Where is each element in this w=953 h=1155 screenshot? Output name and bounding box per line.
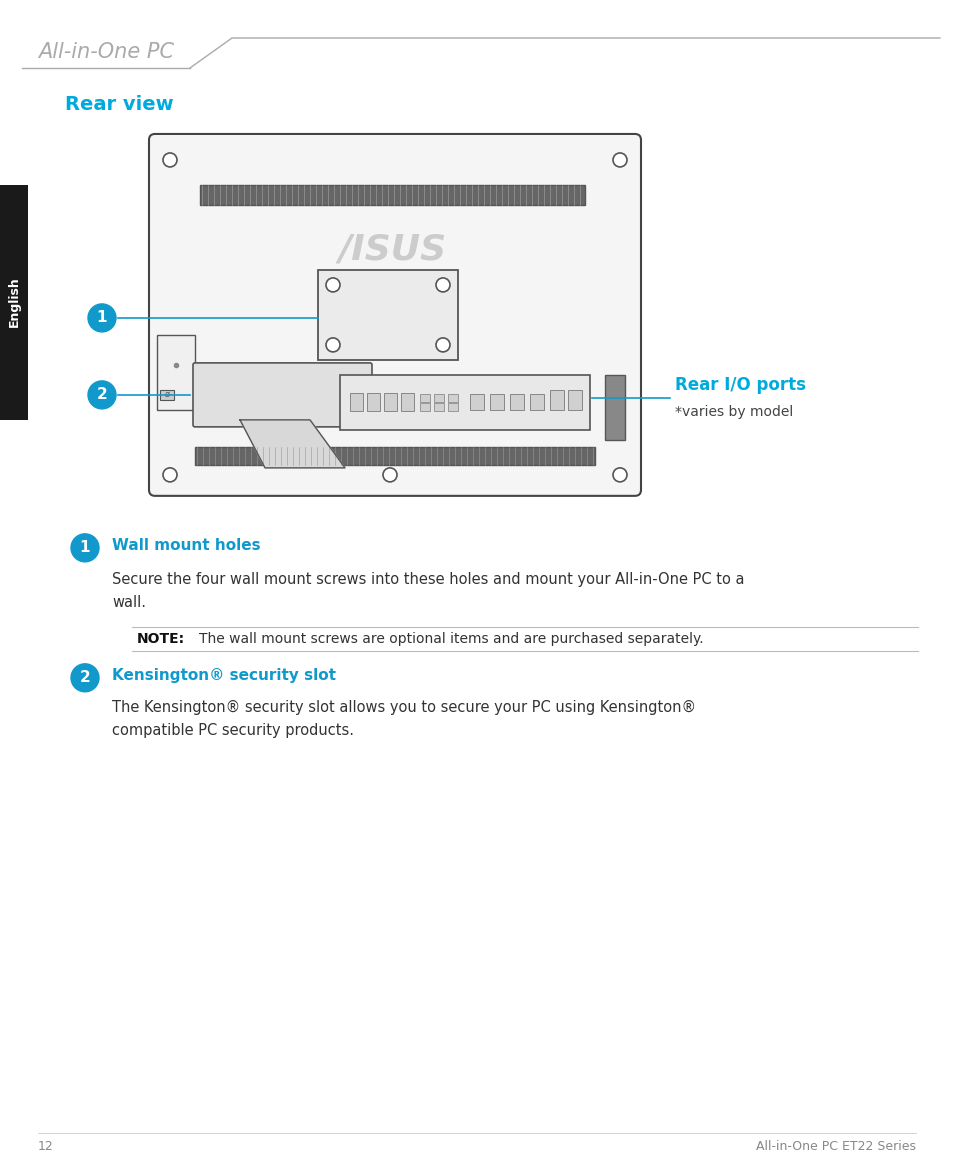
Circle shape xyxy=(436,338,450,352)
Circle shape xyxy=(88,304,116,331)
Bar xyxy=(194,447,595,464)
Bar xyxy=(434,394,443,402)
Text: Rear view: Rear view xyxy=(65,96,173,114)
Circle shape xyxy=(71,534,99,561)
Text: ø: ø xyxy=(164,389,170,398)
Bar xyxy=(384,393,396,411)
Text: *varies by model: *varies by model xyxy=(675,405,792,419)
Circle shape xyxy=(163,468,177,482)
Bar xyxy=(434,403,443,411)
Text: 1: 1 xyxy=(96,311,107,326)
Bar xyxy=(550,390,563,410)
Bar xyxy=(200,185,584,204)
Circle shape xyxy=(163,152,177,167)
Circle shape xyxy=(88,381,116,409)
Text: All-in-One PC ET22 Series: All-in-One PC ET22 Series xyxy=(755,1140,915,1153)
Bar xyxy=(0,185,28,420)
Circle shape xyxy=(436,278,450,292)
Bar xyxy=(490,394,503,410)
Text: Secure the four wall mount screws into these holes and mount your All-in-One PC : Secure the four wall mount screws into t… xyxy=(112,572,743,610)
Text: Wall mount holes: Wall mount holes xyxy=(112,538,260,553)
Text: English: English xyxy=(8,276,20,327)
Bar xyxy=(448,394,457,402)
Text: Kensington® security slot: Kensington® security slot xyxy=(112,669,335,684)
Circle shape xyxy=(613,152,626,167)
Bar xyxy=(157,335,194,410)
Text: 2: 2 xyxy=(96,387,108,402)
Bar xyxy=(419,394,430,402)
Text: 12: 12 xyxy=(38,1140,53,1153)
Text: The wall mount screws are optional items and are purchased separately.: The wall mount screws are optional items… xyxy=(199,632,703,646)
Circle shape xyxy=(326,278,339,292)
FancyBboxPatch shape xyxy=(149,134,640,495)
Bar xyxy=(367,393,379,411)
Polygon shape xyxy=(240,420,345,468)
Text: Rear I/O ports: Rear I/O ports xyxy=(675,375,805,394)
Circle shape xyxy=(613,468,626,482)
Circle shape xyxy=(71,664,99,692)
Bar xyxy=(604,375,624,440)
FancyBboxPatch shape xyxy=(193,363,372,427)
Circle shape xyxy=(326,338,339,352)
Bar xyxy=(400,393,414,411)
Text: NOTE:: NOTE: xyxy=(137,632,185,646)
Bar xyxy=(567,390,581,410)
Bar xyxy=(339,375,589,430)
Text: 2: 2 xyxy=(79,670,91,685)
Bar xyxy=(470,394,483,410)
Circle shape xyxy=(382,468,396,482)
Bar xyxy=(448,403,457,411)
Bar xyxy=(510,394,523,410)
Bar xyxy=(419,403,430,411)
Text: 1: 1 xyxy=(80,541,91,556)
Text: All-in-One PC: All-in-One PC xyxy=(38,42,174,62)
Bar xyxy=(530,394,543,410)
Bar xyxy=(317,270,457,360)
Bar xyxy=(160,390,173,400)
Bar xyxy=(350,393,363,411)
Text: /ISUS: /ISUS xyxy=(338,233,447,267)
Text: The Kensington® security slot allows you to secure your PC using Kensington®
com: The Kensington® security slot allows you… xyxy=(112,700,696,738)
